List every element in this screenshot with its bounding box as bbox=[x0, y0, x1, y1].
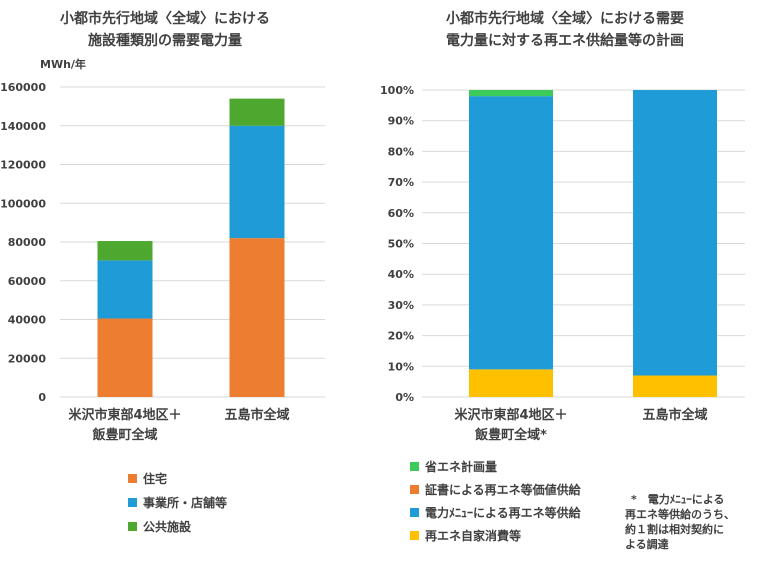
legend-label: 事業所・店舗等 bbox=[143, 496, 228, 510]
footnote: * 電力ﾒﾆｭｰによる 再エネ等供給のうち、 約１割は相対契約に よる調達 bbox=[625, 492, 757, 552]
y-tick-label: 0 bbox=[38, 391, 46, 404]
y-tick-label: 60000 bbox=[8, 275, 47, 288]
bar-segment bbox=[97, 260, 153, 319]
footnote-line: よる調達 bbox=[625, 538, 669, 551]
legend-item: 証書による再エネ等価値供給 bbox=[410, 481, 581, 498]
legend-swatch bbox=[410, 508, 419, 517]
x-category-label: 米沢市東部4地区＋ bbox=[68, 407, 181, 423]
bar-segment bbox=[229, 125, 285, 239]
bar-segment bbox=[633, 90, 717, 376]
legend-label: 電力ﾒﾆｭｰによる再エネ等供給 bbox=[425, 506, 581, 520]
y-tick-label: 60% bbox=[388, 207, 414, 220]
x-category-label: 飯豊町全域* bbox=[474, 427, 547, 443]
legend-label: 住宅 bbox=[143, 472, 168, 486]
left-chart: MWh/年 0 20000 40000 60000 80000 100000 120000 14… bbox=[0, 57, 325, 443]
legend-item: 住宅 bbox=[128, 470, 167, 487]
left-chart-title: 小都市先行地域〈全域〉における 施設種類別の需要電力量 bbox=[15, 8, 315, 52]
legend-swatch bbox=[128, 522, 137, 531]
y-tick-label: 40% bbox=[388, 268, 414, 281]
legend-item: 事業所・店舗等 bbox=[128, 494, 227, 511]
legend-swatch bbox=[410, 462, 419, 471]
footnote-line: * 電力ﾒﾆｭｰによる bbox=[631, 493, 725, 506]
y-tick-label: 40000 bbox=[8, 314, 47, 327]
legend-swatch bbox=[128, 474, 137, 483]
legend-item: 公共施設 bbox=[128, 518, 191, 535]
y-axis-unit: MWh/年 bbox=[40, 57, 86, 71]
legend-label: 証書による再エネ等価値供給 bbox=[425, 483, 581, 497]
left-title-line2: 施設種類別の需要電力量 bbox=[88, 33, 242, 49]
right-chart: 0% 10% 20% 30% 40% 50% 60% 70% 80% 90% 100% 米沢市東部4地… bbox=[380, 84, 745, 443]
legend-item: 電力ﾒﾆｭｰによる再エネ等供給 bbox=[410, 504, 581, 521]
y-tick-label: 50% bbox=[388, 238, 414, 251]
legend-swatch bbox=[410, 531, 419, 540]
bar-segment bbox=[469, 96, 553, 370]
right-title-line1: 小都市先行地域〈全域〉における需要 bbox=[446, 11, 684, 27]
legend-label: 省エネ計画量 bbox=[425, 460, 498, 474]
y-tick-label: 120000 bbox=[0, 159, 46, 172]
footnote-line: 約１割は相対契約に bbox=[625, 523, 724, 536]
y-tick-label: 10% bbox=[388, 360, 414, 373]
left-title-line1: 小都市先行地域〈全域〉における bbox=[60, 11, 270, 27]
x-category-label: 五島市全域 bbox=[224, 407, 289, 423]
legend-swatch bbox=[410, 485, 419, 494]
x-category-label: 米沢市東部4地区＋ bbox=[454, 407, 567, 423]
y-tick-label: 80000 bbox=[8, 236, 47, 249]
right-title-line2: 電力量に対する再エネ供給量等の計画 bbox=[446, 33, 684, 49]
bar-segment bbox=[469, 369, 553, 397]
y-tick-label: 100000 bbox=[0, 197, 46, 210]
bar-segment bbox=[469, 90, 553, 97]
legend-label: 公共施設 bbox=[143, 520, 192, 534]
y-tick-label: 100% bbox=[380, 84, 414, 97]
y-tick-label: 20000 bbox=[8, 352, 47, 365]
legend-label: 再エネ自家消費等 bbox=[425, 529, 522, 543]
legend-item: 再エネ自家消費等 bbox=[410, 527, 521, 544]
y-tick-label: 80% bbox=[388, 145, 414, 158]
right-chart-title: 小都市先行地域〈全域〉における需要 電力量に対する再エネ供給量等の計画 bbox=[395, 8, 735, 52]
y-tick-label: 20% bbox=[388, 330, 414, 343]
x-category-label: 飯豊町全域 bbox=[91, 427, 157, 443]
bar-segment bbox=[97, 241, 153, 261]
y-tick-label: 140000 bbox=[0, 120, 46, 133]
y-tick-label: 70% bbox=[388, 176, 414, 189]
x-category-label: 五島市全域 bbox=[642, 407, 707, 423]
y-tick-label: 90% bbox=[388, 115, 414, 128]
bar-segment bbox=[633, 375, 717, 397]
footnote-line: 再エネ等供給のうち、 bbox=[625, 508, 735, 521]
bar-segment bbox=[229, 238, 285, 397]
legend-swatch bbox=[128, 498, 137, 507]
y-tick-label: 30% bbox=[388, 299, 414, 312]
legend-item: 省エネ計画量 bbox=[410, 458, 497, 475]
bar-segment bbox=[229, 98, 285, 126]
bar-segment bbox=[97, 318, 153, 397]
y-tick-label: 0% bbox=[395, 391, 414, 404]
y-tick-label: 160000 bbox=[0, 81, 46, 94]
